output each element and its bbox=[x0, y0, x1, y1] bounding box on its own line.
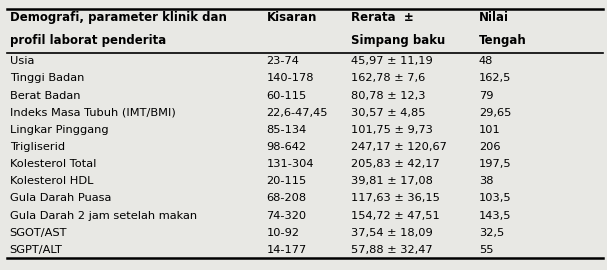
Text: 101,75 ± 9,73: 101,75 ± 9,73 bbox=[351, 125, 433, 135]
Text: 117,63 ± 36,15: 117,63 ± 36,15 bbox=[351, 193, 440, 203]
Text: 206: 206 bbox=[479, 142, 500, 152]
Text: 20-115: 20-115 bbox=[266, 176, 307, 186]
Text: Berat Badan: Berat Badan bbox=[10, 90, 80, 100]
Text: Rerata  ±: Rerata ± bbox=[351, 11, 414, 24]
Text: Tinggi Badan: Tinggi Badan bbox=[10, 73, 84, 83]
Text: Demografi, parameter klinik dan: Demografi, parameter klinik dan bbox=[10, 11, 226, 24]
Text: Trigliserid: Trigliserid bbox=[10, 142, 65, 152]
Text: 143,5: 143,5 bbox=[479, 211, 512, 221]
Text: 60-115: 60-115 bbox=[266, 90, 307, 100]
Text: 37,54 ± 18,09: 37,54 ± 18,09 bbox=[351, 228, 433, 238]
Text: 57,88 ± 32,47: 57,88 ± 32,47 bbox=[351, 245, 433, 255]
Text: 10-92: 10-92 bbox=[266, 228, 299, 238]
Text: Gula Darah 2 jam setelah makan: Gula Darah 2 jam setelah makan bbox=[10, 211, 197, 221]
Text: 32,5: 32,5 bbox=[479, 228, 504, 238]
Text: Kisaran: Kisaran bbox=[266, 11, 317, 24]
Text: 30,57 ± 4,85: 30,57 ± 4,85 bbox=[351, 108, 426, 118]
Text: 39,81 ± 17,08: 39,81 ± 17,08 bbox=[351, 176, 433, 186]
Text: 162,78 ± 7,6: 162,78 ± 7,6 bbox=[351, 73, 426, 83]
Text: 247,17 ± 120,67: 247,17 ± 120,67 bbox=[351, 142, 447, 152]
Text: 131-304: 131-304 bbox=[266, 159, 314, 169]
Text: 55: 55 bbox=[479, 245, 493, 255]
Text: 38: 38 bbox=[479, 176, 493, 186]
Text: Kolesterol HDL: Kolesterol HDL bbox=[10, 176, 93, 186]
Text: 22,6-47,45: 22,6-47,45 bbox=[266, 108, 328, 118]
Text: 154,72 ± 47,51: 154,72 ± 47,51 bbox=[351, 211, 440, 221]
Text: 14-177: 14-177 bbox=[266, 245, 307, 255]
Text: Indeks Masa Tubuh (IMT/BMI): Indeks Masa Tubuh (IMT/BMI) bbox=[10, 108, 175, 118]
Text: 23-74: 23-74 bbox=[266, 56, 299, 66]
Text: 29,65: 29,65 bbox=[479, 108, 511, 118]
Text: Kolesterol Total: Kolesterol Total bbox=[10, 159, 96, 169]
Text: 80,78 ± 12,3: 80,78 ± 12,3 bbox=[351, 90, 426, 100]
Text: 140-178: 140-178 bbox=[266, 73, 314, 83]
Text: SGPT/ALT: SGPT/ALT bbox=[10, 245, 63, 255]
Text: Simpang baku: Simpang baku bbox=[351, 34, 446, 47]
Text: SGOT/AST: SGOT/AST bbox=[10, 228, 67, 238]
Text: 85-134: 85-134 bbox=[266, 125, 307, 135]
Text: Tengah: Tengah bbox=[479, 34, 527, 47]
Text: 45,97 ± 11,19: 45,97 ± 11,19 bbox=[351, 56, 433, 66]
Text: 101: 101 bbox=[479, 125, 501, 135]
Text: 74-320: 74-320 bbox=[266, 211, 307, 221]
Text: 205,83 ± 42,17: 205,83 ± 42,17 bbox=[351, 159, 440, 169]
Text: Nilai: Nilai bbox=[479, 11, 509, 24]
Text: 68-208: 68-208 bbox=[266, 193, 307, 203]
Text: 98-642: 98-642 bbox=[266, 142, 307, 152]
Text: 197,5: 197,5 bbox=[479, 159, 512, 169]
Text: profil laborat penderita: profil laborat penderita bbox=[10, 34, 166, 47]
Text: 48: 48 bbox=[479, 56, 493, 66]
Text: 79: 79 bbox=[479, 90, 493, 100]
Text: Usia: Usia bbox=[10, 56, 34, 66]
Text: 103,5: 103,5 bbox=[479, 193, 512, 203]
Text: Gula Darah Puasa: Gula Darah Puasa bbox=[10, 193, 111, 203]
Text: Lingkar Pinggang: Lingkar Pinggang bbox=[10, 125, 108, 135]
Text: 162,5: 162,5 bbox=[479, 73, 511, 83]
